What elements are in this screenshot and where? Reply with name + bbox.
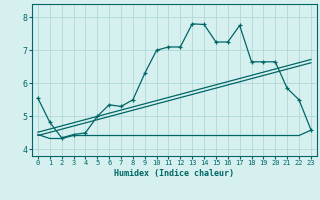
X-axis label: Humidex (Indice chaleur): Humidex (Indice chaleur)	[115, 169, 234, 178]
